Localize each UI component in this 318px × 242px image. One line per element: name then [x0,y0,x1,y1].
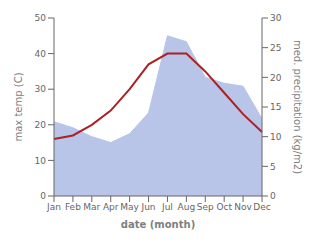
svg-text:Dec: Dec [253,202,270,212]
svg-text:30: 30 [35,84,47,94]
svg-text:5: 5 [270,162,276,172]
svg-text:0: 0 [270,191,276,201]
svg-text:0: 0 [40,191,46,201]
svg-text:20: 20 [270,73,282,83]
svg-text:50: 50 [35,13,47,23]
svg-text:Oct: Oct [216,202,232,212]
svg-text:Jul: Jul [161,202,173,212]
svg-text:Jun: Jun [141,202,156,212]
svg-text:15: 15 [270,102,281,112]
svg-text:10: 10 [35,156,47,166]
svg-text:Apr: Apr [103,202,119,212]
svg-text:med. precipitation (kg/m2): med. precipitation (kg/m2) [292,40,303,174]
svg-text:Nov: Nov [234,202,252,212]
svg-text:Aug: Aug [178,202,196,212]
svg-text:20: 20 [35,120,47,130]
svg-text:Sep: Sep [197,202,214,212]
svg-text:Feb: Feb [65,202,81,212]
svg-text:30: 30 [270,13,282,23]
svg-text:Mar: Mar [83,202,100,212]
svg-text:May: May [120,202,139,212]
svg-text:Jan: Jan [46,202,61,212]
svg-text:date (month): date (month) [121,219,195,230]
svg-text:10: 10 [270,132,282,142]
svg-text:max temp (C): max temp (C) [13,72,24,141]
svg-text:40: 40 [35,49,47,59]
svg-text:25: 25 [270,43,281,53]
